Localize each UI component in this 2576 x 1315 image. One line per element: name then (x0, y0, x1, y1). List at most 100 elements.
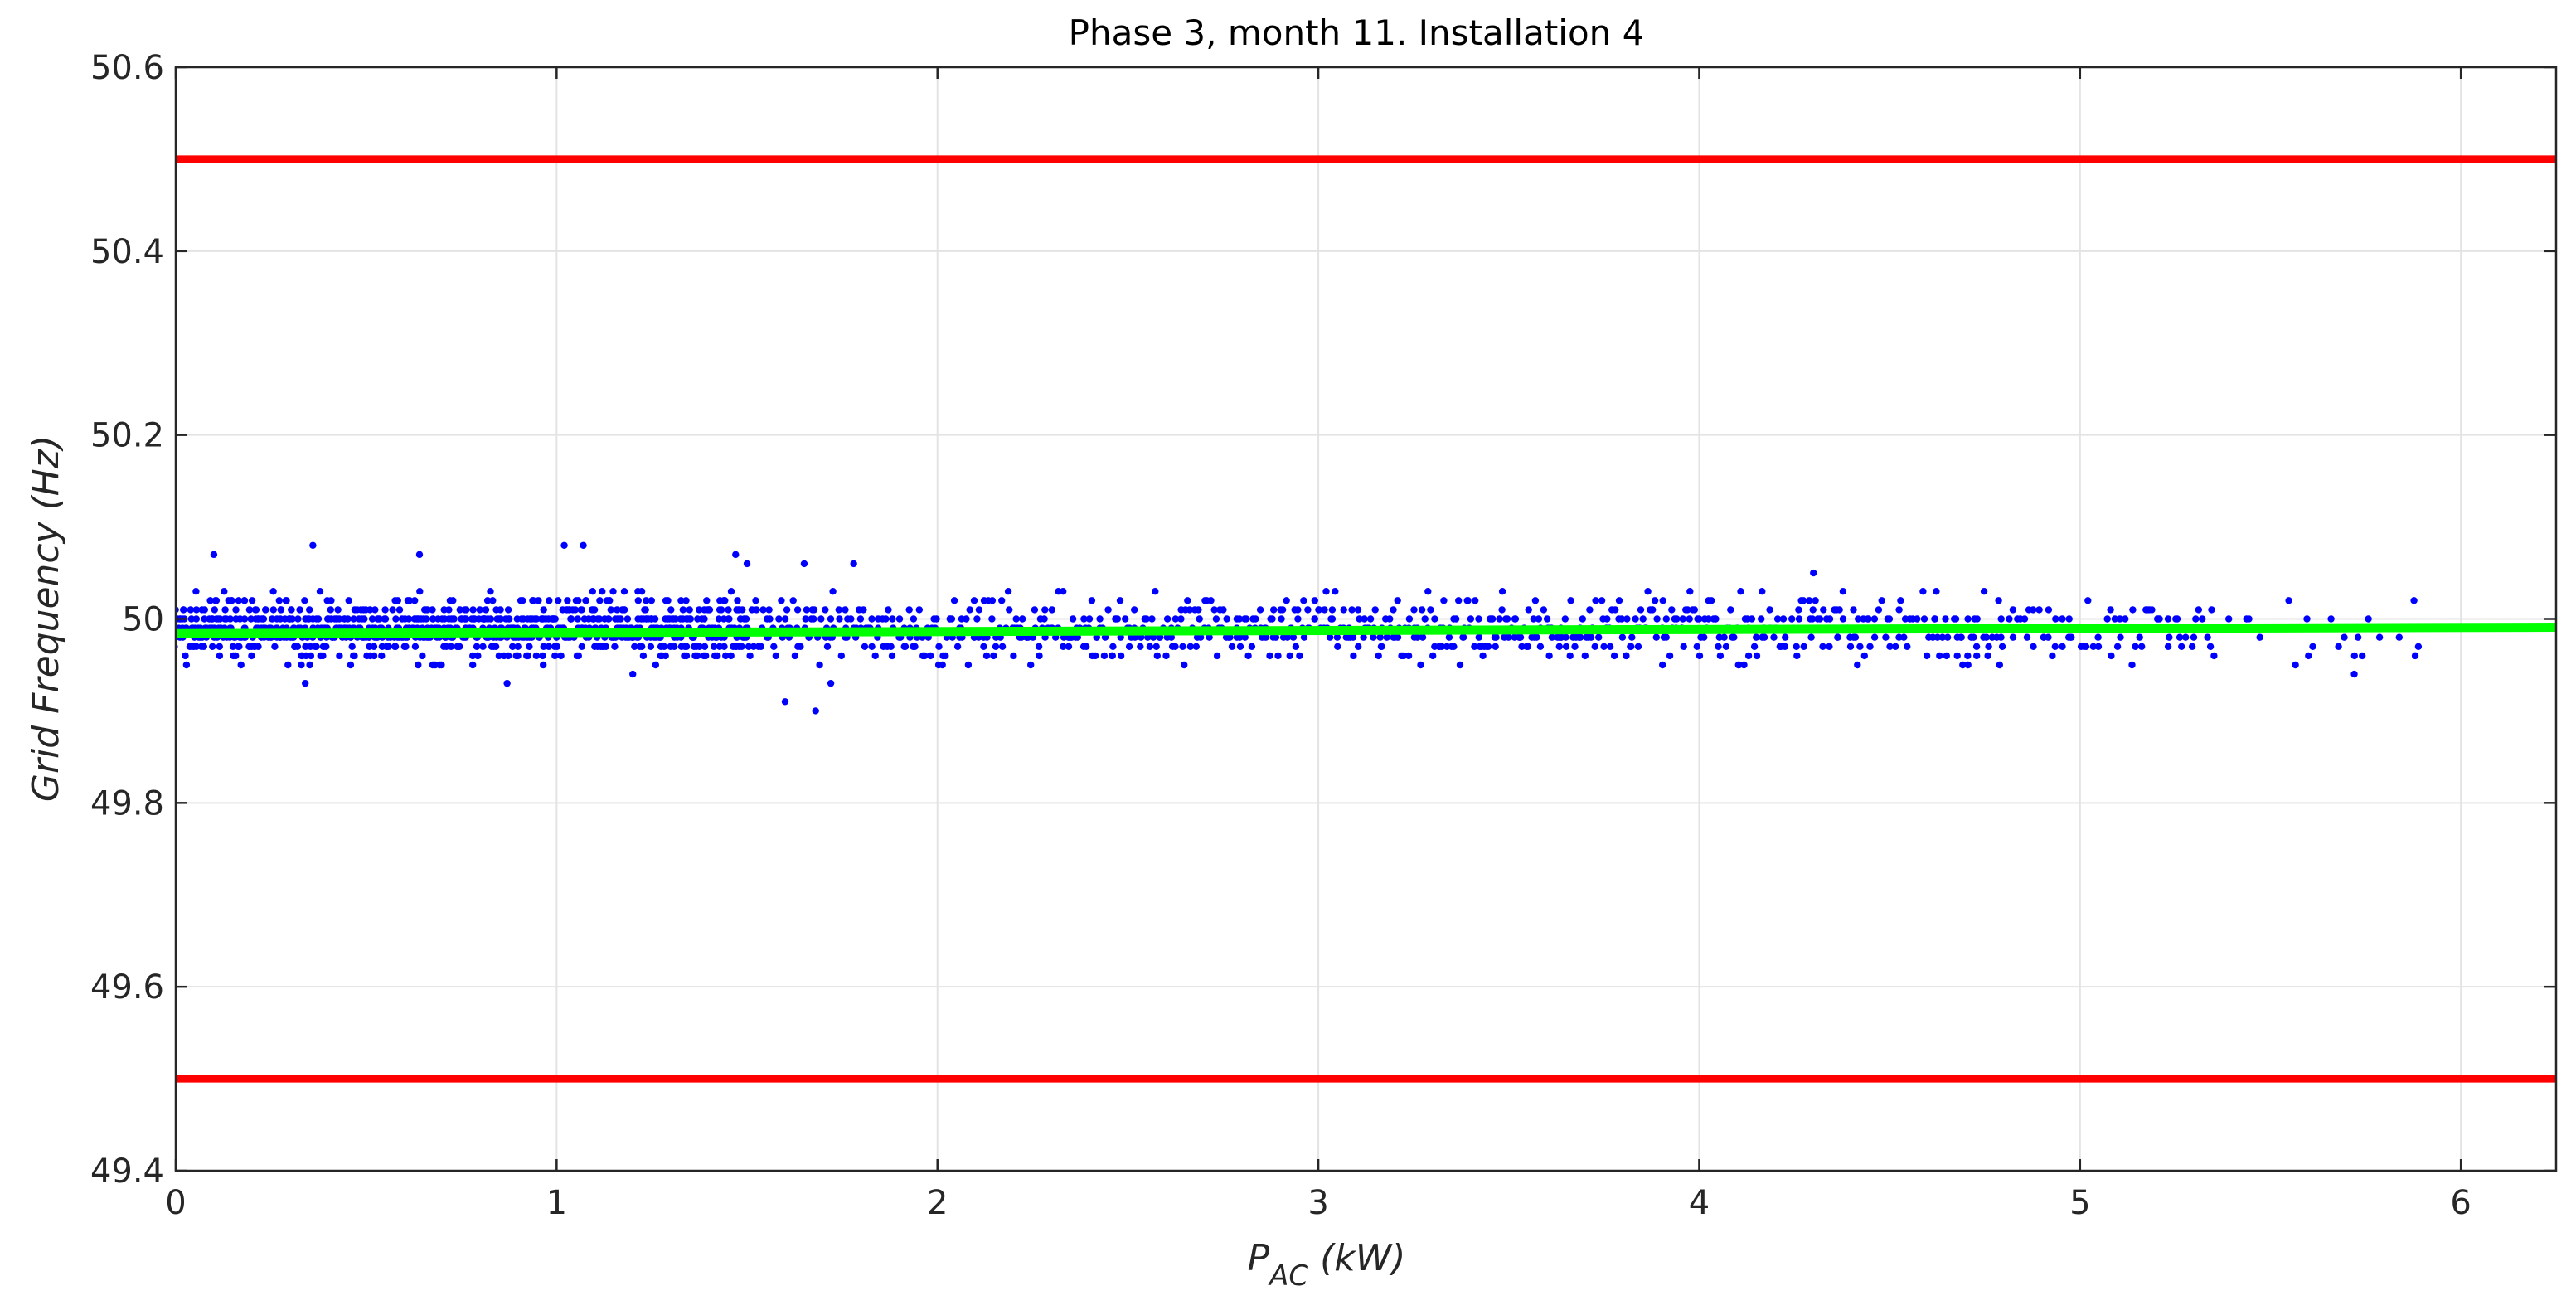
data-point (2016, 615, 2024, 623)
data-point (1773, 615, 1782, 623)
data-point (950, 597, 958, 604)
data-point (1561, 615, 1569, 623)
data-point (309, 615, 317, 623)
data-point (463, 606, 470, 614)
data-point (1004, 588, 1012, 595)
data-point (1592, 597, 1599, 604)
data-point (429, 606, 436, 614)
data-point-outlier (812, 707, 819, 715)
y-axis-label: Grid Frequency (Hz) (25, 435, 67, 802)
data-point (1846, 643, 1855, 650)
data-point (269, 588, 277, 595)
data-point (1870, 615, 1879, 623)
data-point (2225, 615, 2233, 623)
data-point (933, 615, 940, 623)
data-point (1814, 615, 1822, 623)
data-point (2113, 643, 2122, 650)
data-point (378, 652, 386, 660)
data-point (2178, 643, 2185, 650)
data-point (1242, 615, 1250, 623)
data-point (564, 597, 571, 604)
data-point (555, 597, 562, 604)
data-point (910, 615, 918, 623)
x-axis-label-main: P (1248, 1237, 1270, 1279)
data-point (192, 615, 200, 623)
data-point (1163, 615, 1172, 623)
data-point (1985, 643, 1992, 650)
data-point (1892, 643, 1899, 650)
data-point (2156, 615, 2163, 623)
data-point (1740, 661, 1748, 669)
data-point (1936, 652, 1943, 660)
data-point (1355, 643, 1362, 650)
y-tick-label: 49.8 (90, 784, 164, 822)
data-point (1085, 615, 1094, 623)
data-point (2006, 615, 2013, 623)
data-point (180, 606, 187, 614)
data-point (1587, 633, 1595, 641)
data-point (652, 661, 659, 669)
data-point (861, 643, 869, 650)
data-point (1995, 597, 2002, 604)
data-point (1744, 652, 1753, 660)
data-point (2117, 633, 2124, 641)
data-point (1530, 615, 1538, 623)
data-point (2067, 633, 2074, 641)
data-point (822, 606, 829, 614)
data-point (2176, 633, 2184, 641)
data-point (1793, 652, 1801, 660)
data-point (1577, 633, 1584, 641)
data-point (402, 643, 410, 650)
data-point (551, 643, 559, 650)
data-point (411, 643, 420, 650)
data-point (620, 606, 628, 614)
data-point (2129, 606, 2137, 614)
data-point (370, 652, 378, 660)
data-point-outlier (732, 551, 740, 559)
data-point (1467, 615, 1475, 623)
data-point (2206, 643, 2215, 650)
data-point (395, 606, 404, 614)
data-point-outlier (2411, 652, 2419, 660)
data-point (871, 652, 879, 660)
data-point (1826, 615, 1834, 623)
data-point (389, 606, 396, 614)
data-point (1477, 643, 1486, 650)
data-point (823, 643, 832, 650)
data-point (1741, 615, 1749, 623)
data-point (757, 643, 764, 650)
data-point (187, 615, 196, 623)
data-point (296, 606, 303, 614)
data-point (289, 615, 296, 623)
data-point (323, 597, 331, 604)
data-point (229, 643, 237, 650)
data-point (1244, 652, 1252, 660)
data-point (2023, 633, 2031, 641)
data-point (966, 606, 973, 614)
data-point (1326, 633, 1334, 641)
data-point (2188, 643, 2196, 650)
data-point (1328, 606, 1337, 614)
data-point (793, 606, 802, 614)
data-point (1651, 597, 1659, 604)
data-point (662, 652, 669, 660)
data-point (620, 588, 628, 595)
data-point (686, 615, 694, 623)
data-point (1543, 615, 1551, 623)
data-point (492, 643, 500, 650)
data-point (1321, 606, 1328, 614)
data-point (963, 615, 970, 623)
data-point (842, 606, 849, 614)
data-point-outlier (503, 679, 511, 687)
data-point (1839, 615, 1847, 623)
data-point (454, 643, 461, 650)
y-tick-label: 50.6 (90, 49, 164, 87)
data-point (384, 643, 391, 650)
data-point (1031, 606, 1039, 614)
data-point (2335, 643, 2342, 650)
data-point (720, 597, 728, 604)
data-point (682, 597, 690, 604)
data-point (1472, 597, 1479, 604)
data-point (1378, 643, 1385, 650)
data-point (1386, 615, 1394, 623)
